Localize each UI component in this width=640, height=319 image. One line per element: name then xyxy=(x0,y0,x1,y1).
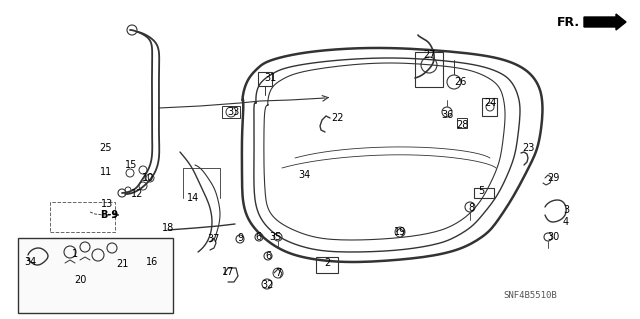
Bar xyxy=(258,72,272,86)
Text: 31: 31 xyxy=(264,73,276,83)
Text: 20: 20 xyxy=(74,275,86,285)
Text: 8: 8 xyxy=(468,203,474,213)
Bar xyxy=(482,98,497,116)
Text: 22: 22 xyxy=(332,113,344,123)
Text: 36: 36 xyxy=(441,110,453,120)
Text: 6: 6 xyxy=(265,251,271,261)
Bar xyxy=(474,188,494,198)
Text: 17: 17 xyxy=(222,267,234,277)
Text: 18: 18 xyxy=(162,223,174,233)
Text: 28: 28 xyxy=(456,120,468,130)
Text: 13: 13 xyxy=(101,199,113,209)
Text: 11: 11 xyxy=(100,167,112,177)
Text: 30: 30 xyxy=(547,232,559,242)
Text: 34: 34 xyxy=(298,170,310,180)
Text: 1: 1 xyxy=(72,249,78,259)
Text: 24: 24 xyxy=(484,98,496,108)
Text: 16: 16 xyxy=(146,257,158,267)
Text: 32: 32 xyxy=(262,280,274,290)
Bar xyxy=(316,257,338,273)
FancyArrow shape xyxy=(584,14,626,30)
Text: 5: 5 xyxy=(478,186,484,196)
Text: 3: 3 xyxy=(563,205,569,215)
Text: 25: 25 xyxy=(99,143,111,153)
Text: 35: 35 xyxy=(270,232,282,242)
Text: 34: 34 xyxy=(24,257,36,267)
Text: 7: 7 xyxy=(275,268,281,278)
Text: 4: 4 xyxy=(563,217,569,227)
Text: 6: 6 xyxy=(255,232,261,242)
Text: 26: 26 xyxy=(454,77,466,87)
Text: 29: 29 xyxy=(547,173,559,183)
Text: 2: 2 xyxy=(324,258,330,268)
Bar xyxy=(222,106,240,118)
Text: FR.: FR. xyxy=(557,16,580,28)
Text: 14: 14 xyxy=(187,193,199,203)
Text: 15: 15 xyxy=(125,160,137,170)
Text: 10: 10 xyxy=(142,173,154,183)
Bar xyxy=(18,238,173,313)
Bar xyxy=(415,52,443,87)
Text: 9: 9 xyxy=(237,233,243,243)
Text: 23: 23 xyxy=(522,143,534,153)
Text: 19: 19 xyxy=(394,227,406,237)
Text: 12: 12 xyxy=(131,189,143,199)
Text: B-9: B-9 xyxy=(100,210,118,220)
Text: 37: 37 xyxy=(207,234,219,244)
Bar xyxy=(50,202,115,232)
Bar xyxy=(457,118,467,128)
Text: 33: 33 xyxy=(227,107,239,117)
Text: SNF4B5510B: SNF4B5510B xyxy=(503,291,557,300)
Text: 21: 21 xyxy=(116,259,128,269)
Text: 27: 27 xyxy=(424,50,436,60)
